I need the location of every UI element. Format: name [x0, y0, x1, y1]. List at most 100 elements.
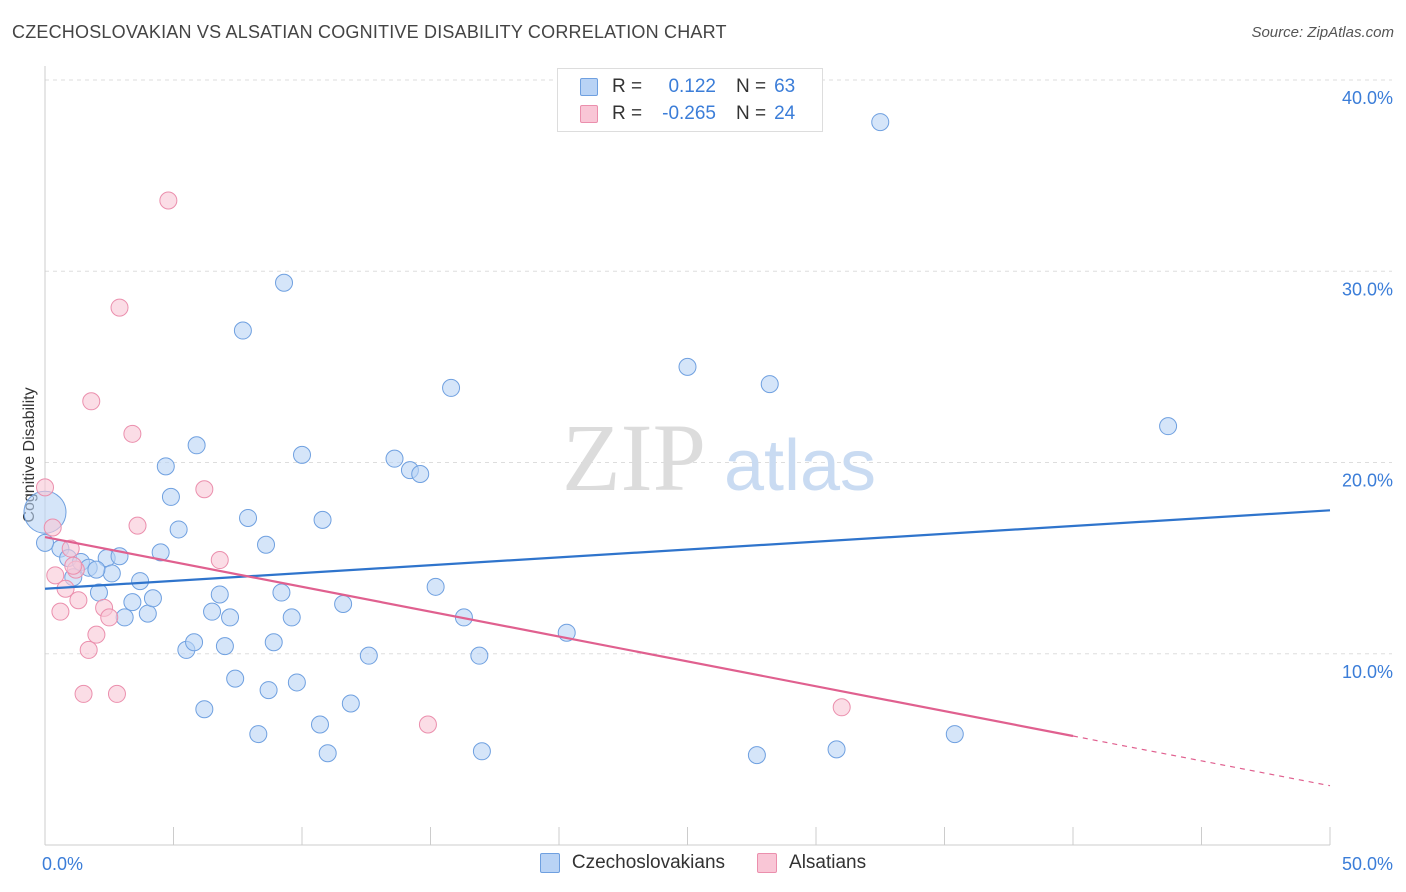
x-tick-label: 50.0% [1342, 854, 1393, 874]
czechoslovakian-point [123, 593, 142, 612]
czechoslovakian-point [293, 445, 311, 464]
grid-lines [45, 79, 1392, 655]
watermark: ZIP atlas [562, 404, 876, 511]
czechoslovakian-point [259, 681, 278, 700]
legend-swatch-blue [539, 853, 560, 873]
alsatian-point [87, 625, 106, 644]
alsatian-point [36, 478, 54, 497]
legend-r-label: R = [612, 103, 643, 124]
alsatian-point [418, 715, 437, 734]
watermark-atlas: atlas [724, 426, 876, 506]
stats-legend: R = 0.122 N = 63 R = -0.265 N = 24 [557, 68, 823, 132]
alsatian-point [195, 480, 214, 499]
alsatian-point [64, 556, 83, 575]
czechoslovakian-point [272, 583, 291, 602]
legend-item-czechoslovakians[interactable]: Czechoslovakians [539, 852, 726, 874]
alsatian-point [74, 684, 93, 703]
czechoslovakian-point [161, 487, 180, 506]
czechoslovakian-point [156, 457, 175, 476]
czechoslovakian-point [341, 694, 360, 713]
y-tick-label: 30.0% [1342, 279, 1393, 299]
czechoslovakian-point [945, 725, 964, 744]
alsatian-point [100, 608, 119, 627]
czechoslovakian-point [102, 564, 121, 583]
alsatian-point [110, 298, 129, 317]
czechoslovakian-point [87, 560, 106, 579]
alsatian-point [128, 516, 147, 535]
czechoslovakian-point [385, 449, 404, 468]
czechoslovakian-point [359, 646, 378, 665]
czechoslovakian-point [169, 520, 188, 539]
czechoslovakian-point [210, 585, 229, 604]
series-legend: Czechoslovakians Alsatians [0, 852, 1406, 874]
legend-n-value: 63 [774, 76, 796, 97]
alsatian-point [123, 424, 142, 443]
czechoslovakian-point [747, 746, 766, 765]
chart-title: CZECHOSLOVAKIAN VS ALSATIAN COGNITIVE DI… [12, 22, 727, 42]
tick-labels: 10.0% 20.0% 30.0% 40.0% 0.0% 50.0% [42, 88, 1393, 874]
alsatian-point [43, 518, 62, 537]
czechoslovakian-point [287, 673, 306, 692]
czechoslovakian-point [138, 604, 157, 623]
czechoslovakian-point [203, 602, 222, 621]
czechoslovakian-point [318, 744, 337, 763]
czechoslovakian-point [442, 378, 461, 397]
alsatian-trend-line [44, 536, 1074, 738]
czechoslovakian-point [871, 113, 890, 132]
alsatian-point [82, 392, 101, 411]
legend-r-label: R = [612, 76, 643, 97]
legend-n-value: 24 [774, 103, 796, 124]
trend-lines [44, 509, 1331, 787]
czechoslovakian-point [827, 740, 846, 759]
czechoslovakian-point [36, 533, 54, 552]
czechoslovakian-point [264, 633, 283, 652]
alsatian-point [61, 539, 80, 558]
alsatian-point [210, 551, 229, 570]
czechoslovakian-point [310, 715, 329, 734]
alsatian-point [69, 591, 88, 610]
x-tick-label: 0.0% [42, 854, 83, 874]
czechoslovakian-point [313, 510, 332, 529]
legend-swatch-pink [580, 105, 598, 123]
czechoslovakian-point [249, 725, 268, 744]
legend-item-alsatians[interactable]: Alsatians [757, 852, 866, 874]
czechoslovakian-point [257, 535, 276, 554]
legend-n-label: N = [736, 76, 767, 97]
czechoslovakian-point [195, 700, 214, 719]
czechoslovakian-point [151, 543, 170, 562]
czechoslovakian-point [470, 646, 489, 665]
czechoslovakian-point [678, 357, 697, 376]
czechoslovakian-point [472, 742, 491, 761]
legend-label: Alsatians [789, 852, 867, 873]
legend-label: Czechoslovakians [571, 852, 726, 873]
czechoslovakian-point [426, 577, 445, 596]
czechoslovakian-point [226, 669, 245, 688]
legend-r-value: -0.265 [662, 103, 716, 124]
y-tick-label: 20.0% [1342, 471, 1393, 491]
alsatian-point [159, 191, 178, 210]
czechoslovakian-point [187, 436, 206, 455]
alsatian-point [832, 698, 851, 717]
czechoslovakian-point [411, 464, 430, 483]
alsatian-point [79, 640, 98, 659]
czechoslovakian-trend-line [44, 509, 1331, 590]
legend-swatch-pink [757, 853, 778, 873]
alsatian-point [51, 602, 70, 621]
czechoslovakian-point [275, 273, 294, 292]
legend-row-alsatians: R = -0.265 N = 24 [580, 101, 795, 127]
legend-row-czechoslovakians: R = 0.122 N = 63 [580, 74, 795, 100]
axes [44, 66, 1331, 846]
czechoslovakian-point [221, 608, 240, 627]
source-label: Source: ZipAtlas.com [1251, 24, 1394, 41]
czechoslovakian-point [131, 572, 150, 591]
legend-swatch-blue [580, 78, 598, 96]
czechoslovakian-point [334, 595, 353, 614]
data-points [23, 113, 1178, 765]
czechoslovakian-point [1159, 417, 1178, 436]
czechoslovakian-point [143, 589, 162, 608]
legend-r-value: 0.122 [668, 76, 716, 97]
czechoslovakian-point [760, 375, 779, 394]
y-tick-label: 10.0% [1342, 662, 1393, 682]
czechoslovakian-point [282, 608, 301, 627]
czechoslovakian-point [233, 321, 252, 340]
